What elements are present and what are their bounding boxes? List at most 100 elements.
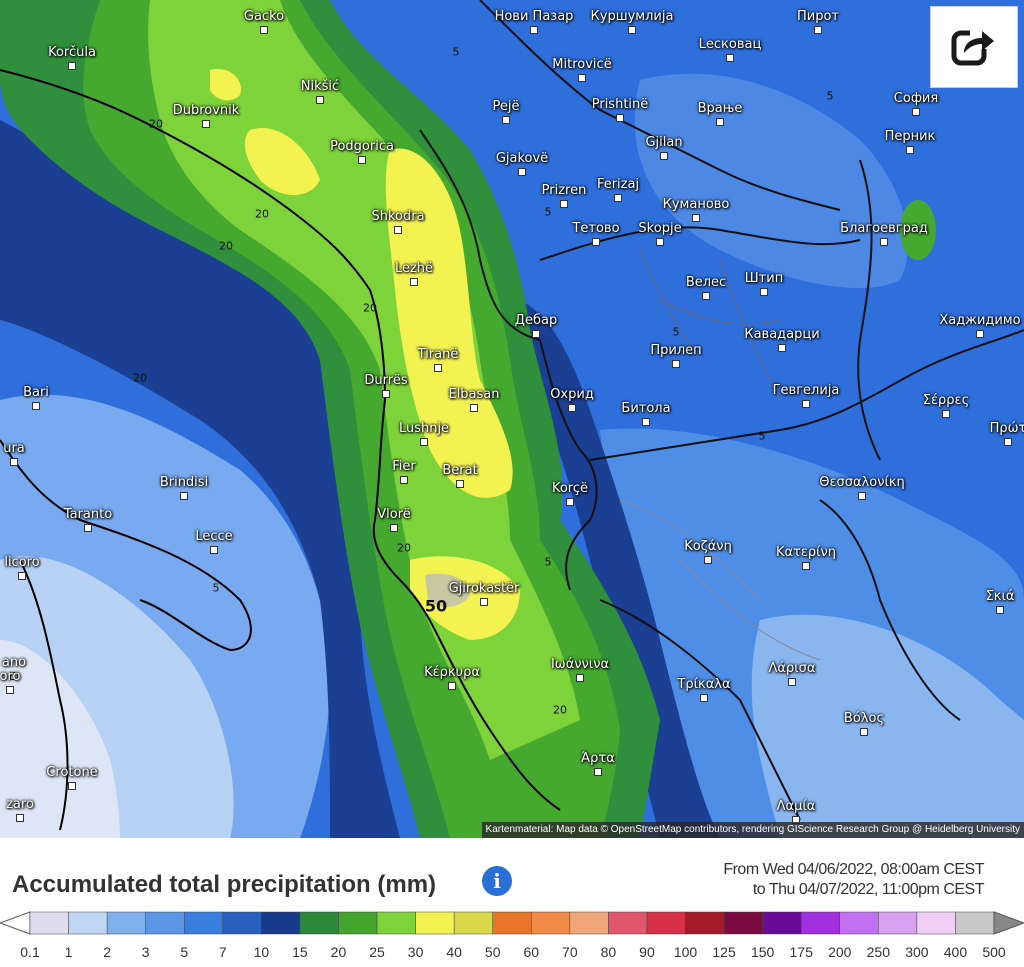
city-marker [68, 62, 76, 70]
contour-label: 5 [212, 581, 220, 595]
city-label: licoro [4, 555, 40, 570]
map-attribution: Kartenmaterial: Map data © OpenStreetMap… [481, 822, 1024, 838]
city-label: Lесковац [698, 37, 762, 52]
city-marker [592, 238, 600, 246]
contour-label: 20 [133, 371, 147, 385]
share-button[interactable] [930, 6, 1018, 88]
city-marker [628, 26, 636, 34]
scale-swatch [685, 911, 725, 935]
city-label: Нови Пазар [494, 9, 574, 24]
city-marker [480, 598, 488, 606]
city-label: Βόλος [843, 711, 885, 726]
city-label: Elbasan [448, 387, 500, 402]
city-marker [576, 674, 584, 682]
city-marker [716, 118, 724, 126]
city-marker [860, 728, 868, 736]
city-marker [532, 330, 540, 338]
scale-swatch [183, 911, 224, 935]
scale-swatch [955, 911, 995, 935]
scale-swatch [531, 911, 571, 935]
city-label: Podgorica [330, 139, 394, 154]
city-marker [566, 498, 574, 506]
city-marker [16, 814, 24, 822]
scale-swatch [338, 911, 378, 935]
city-marker [656, 238, 664, 246]
scale-swatch [222, 911, 262, 935]
city-marker [802, 562, 810, 570]
city-marker [702, 292, 710, 300]
scale-tick-label: 20 [330, 944, 347, 960]
city-marker [616, 114, 624, 122]
city-label: Mitrovicë [552, 57, 612, 72]
scale-tick-label: 500 [982, 944, 1006, 960]
info-icon[interactable]: i [482, 866, 512, 896]
city-label: Σκιά [985, 589, 1015, 604]
city-marker [802, 400, 810, 408]
contour-label: 5 [544, 205, 552, 219]
city-marker [942, 410, 950, 418]
city-marker [10, 458, 18, 466]
scale-tick-label: 80 [600, 944, 617, 960]
city-marker [858, 492, 866, 500]
city-marker [84, 524, 92, 532]
scale-tick-label: 50 [484, 944, 501, 960]
city-marker [880, 238, 888, 246]
city-marker [470, 404, 478, 412]
city-marker [202, 120, 210, 128]
city-marker [814, 26, 822, 34]
precipitation-map[interactable]: Gacko Нови Пазар Куршумлија Пирот Korčula Lес… [0, 0, 1024, 838]
contour-label: 5 [758, 429, 766, 443]
scale-swatch [839, 911, 879, 935]
scale-tick-label: 300 [905, 944, 929, 960]
city-label: Θεσσαλονίκη [819, 475, 905, 490]
color-scale [0, 911, 1024, 935]
contour-label: 50 [424, 596, 448, 616]
city-label: Хаджидимо [939, 313, 1021, 328]
city-marker [358, 156, 366, 164]
city-marker [420, 438, 428, 446]
city-label: Bari [23, 385, 49, 400]
scale-tick-label: 70 [562, 944, 578, 960]
city-marker [316, 96, 324, 104]
city-marker [726, 54, 734, 62]
scale-tick-label: 10 [253, 944, 270, 960]
contour-label: 5 [826, 89, 834, 103]
time-period: From Wed 04/06/2022, 08:00am CEST to Thu… [723, 860, 984, 900]
scale-tick-label: 125 [712, 944, 736, 960]
city-label: Ferizaj [596, 177, 640, 192]
city-label: Гевгелија [772, 383, 840, 398]
city-label: Άρτα [581, 751, 615, 766]
scale-swatch [299, 911, 339, 935]
city-label: Gacko [243, 9, 285, 24]
scale-tick-label: 1 [64, 944, 73, 960]
city-marker [518, 168, 526, 176]
scale-tick-label: 3 [141, 944, 150, 960]
city-label: Taranto [63, 507, 113, 522]
scale-tick-label: 15 [292, 944, 308, 960]
scale-swatch [492, 911, 532, 935]
scale-tick-label: 150 [750, 944, 775, 960]
scale-tick-label: 200 [828, 944, 852, 960]
city-marker [530, 26, 538, 34]
city-label: Κατερίνη [775, 545, 837, 560]
city-marker [614, 194, 622, 202]
share-icon [951, 27, 996, 66]
city-label: Vlorë [377, 507, 411, 522]
city-label: Ιωάννινα [550, 657, 610, 672]
contour-label: 5 [452, 45, 460, 59]
city-label: Πρώτ [989, 421, 1024, 436]
city-label: Куршумлија [590, 9, 674, 24]
scale-swatch [106, 911, 146, 935]
city-marker [390, 524, 398, 532]
city-label: ura [3, 441, 25, 456]
city-label: Κοζάνη [684, 539, 732, 554]
city-marker [912, 108, 920, 116]
city-marker [594, 768, 602, 776]
city-marker [906, 146, 914, 154]
city-label: Куманово [662, 197, 730, 212]
city-label: Битола [621, 401, 671, 416]
city-label: Durrës [364, 373, 408, 388]
scale-arrow-right [993, 911, 1024, 935]
city-label: Lushnje [398, 421, 450, 436]
city-label: Врање [697, 101, 743, 116]
